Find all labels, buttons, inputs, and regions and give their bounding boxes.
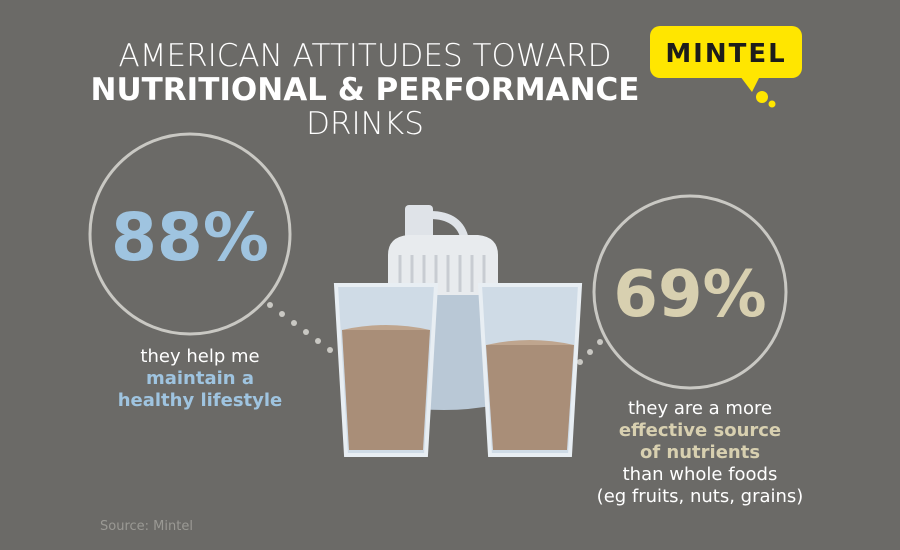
stat-circle	[88, 132, 292, 336]
dotted-connector	[577, 339, 603, 365]
caption-line: they help me	[140, 346, 259, 367]
stat-value: 88%	[111, 199, 269, 276]
caption-highlight: maintain a	[146, 368, 254, 389]
caption-line: than whole foods	[623, 464, 778, 485]
glass-illustration	[333, 283, 439, 457]
caption-highlight: effective source	[619, 420, 781, 441]
title-line: NUTRITIONAL & PERFORMANCE	[91, 72, 640, 108]
logo: MINTEL	[650, 26, 802, 108]
stat-circle	[592, 194, 788, 390]
caption-highlight: of nutrients	[640, 442, 760, 463]
title-line: AMERICAN ATTITUDES TOWARD	[119, 38, 612, 74]
stat-value: 69%	[613, 258, 766, 332]
dotted-connector	[267, 302, 333, 353]
glass-illustration	[477, 283, 583, 457]
title-line: DRINKS	[306, 106, 424, 142]
source-note: Source: Mintel	[100, 519, 193, 534]
caption-highlight: healthy lifestyle	[118, 390, 283, 411]
caption-line: (eg fruits, nuts, grains)	[597, 486, 804, 507]
caption-line: they are a more	[628, 398, 772, 419]
logo-text: MINTEL	[665, 39, 786, 69]
